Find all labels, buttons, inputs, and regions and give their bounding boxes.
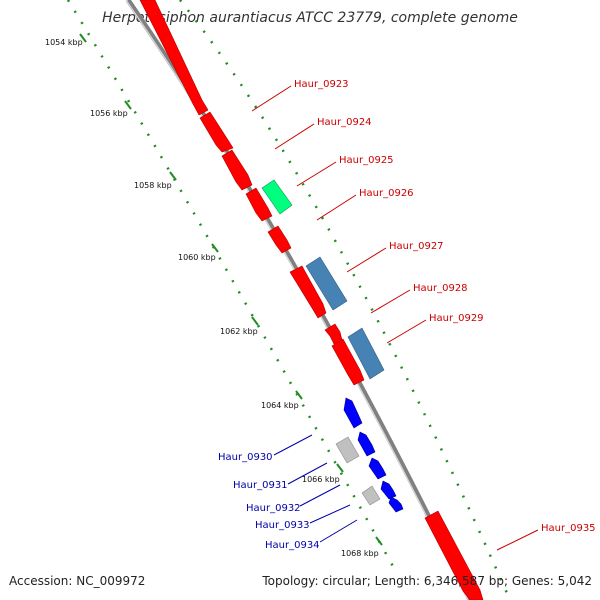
tick-1064: 1064 kbp — [261, 390, 303, 410]
gene-arrow[interactable] — [331, 338, 365, 386]
forward-genes — [139, 0, 484, 600]
gene-label-haur-0923[interactable]: Haur_0923 — [294, 79, 349, 90]
gene-arrow[interactable] — [139, 0, 209, 116]
gene-arrow[interactable] — [357, 431, 376, 457]
pseudo-gene[interactable] — [335, 436, 360, 464]
tick-label-1068: 1068 kbp — [341, 549, 379, 558]
gene-label-haur-0934[interactable]: Haur_0934 — [265, 540, 320, 551]
gene-arrow[interactable] — [267, 225, 292, 254]
gene-arrow[interactable] — [380, 480, 397, 500]
gene-label-haur-0925[interactable]: Haur_0925 — [339, 155, 394, 166]
gene-label-haur-0931[interactable]: Haur_0931 — [233, 480, 288, 491]
tick-label-1054: 1054 kbp — [45, 38, 83, 47]
tick-label-1056: 1056 kbp — [90, 109, 128, 118]
gene-arrow[interactable] — [424, 510, 484, 600]
gene-label-haur-0935[interactable]: Haur_0935 — [541, 523, 596, 534]
reverse-genes — [343, 397, 404, 513]
gene-label-haur-0926[interactable]: Haur_0926 — [359, 188, 414, 199]
gene-label-haur-0927[interactable]: Haur_0927 — [389, 241, 444, 252]
gene-arrow[interactable] — [245, 187, 273, 222]
genome-summary-label: Topology: circular; Length: 6,346,587 bp… — [262, 574, 592, 588]
gene-arrow[interactable] — [368, 457, 387, 480]
tick-1066: 1066 kbp — [302, 463, 344, 484]
gene-label-haur-0932[interactable]: Haur_0932 — [246, 503, 301, 514]
gene-label-haur-0930[interactable]: Haur_0930 — [218, 452, 273, 463]
map-title: Herpetosiphon aurantiacus ATCC 23779, co… — [102, 10, 518, 26]
tick-1058: 1058 kbp — [134, 171, 177, 190]
tick-1068: 1068 kbp — [341, 536, 383, 558]
gene-arrow[interactable] — [221, 149, 253, 191]
gene-arrow[interactable] — [289, 265, 327, 319]
tick-label-1058: 1058 kbp — [134, 181, 172, 190]
gene-label-haur-0933[interactable]: Haur_0933 — [255, 520, 310, 531]
tick-1054: 1054 kbp — [45, 33, 87, 47]
gene-label-haur-0929[interactable]: Haur_0929 — [429, 313, 484, 324]
tick-1056: 1056 kbp — [90, 100, 132, 118]
tick-1060: 1060 kbp — [178, 243, 219, 262]
tick-1062: 1062 kbp — [220, 316, 259, 336]
gene-arrow[interactable] — [343, 397, 363, 429]
gene-arrow[interactable] — [199, 111, 234, 153]
tick-label-1062: 1062 kbp — [220, 327, 258, 336]
label-leaders-forward — [251, 85, 539, 551]
gene-arrow[interactable] — [388, 496, 404, 513]
rna-block[interactable] — [347, 327, 385, 380]
tick-label-1064: 1064 kbp — [261, 401, 299, 410]
gene-label-haur-0924[interactable]: Haur_0924 — [317, 117, 372, 128]
gene-block-green[interactable] — [261, 179, 293, 215]
rna-block[interactable] — [305, 256, 348, 311]
pseudo-gene[interactable] — [361, 485, 381, 506]
tick-label-1066: 1066 kbp — [302, 475, 340, 484]
label-leaders-reverse — [273, 434, 358, 543]
gene-label-haur-0928[interactable]: Haur_0928 — [413, 283, 468, 294]
accession-label: Accession: NC_009972 — [9, 574, 146, 588]
tick-label-1060: 1060 kbp — [178, 253, 216, 262]
